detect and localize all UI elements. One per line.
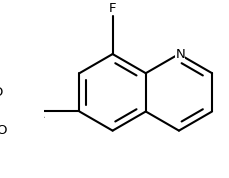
Text: HO: HO [0,86,4,99]
Text: F: F [108,2,116,15]
Text: O: O [0,124,7,137]
Text: N: N [174,48,184,61]
